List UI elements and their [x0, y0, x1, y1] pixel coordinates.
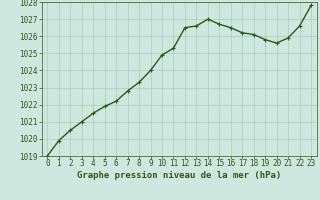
X-axis label: Graphe pression niveau de la mer (hPa): Graphe pression niveau de la mer (hPa)	[77, 171, 281, 180]
